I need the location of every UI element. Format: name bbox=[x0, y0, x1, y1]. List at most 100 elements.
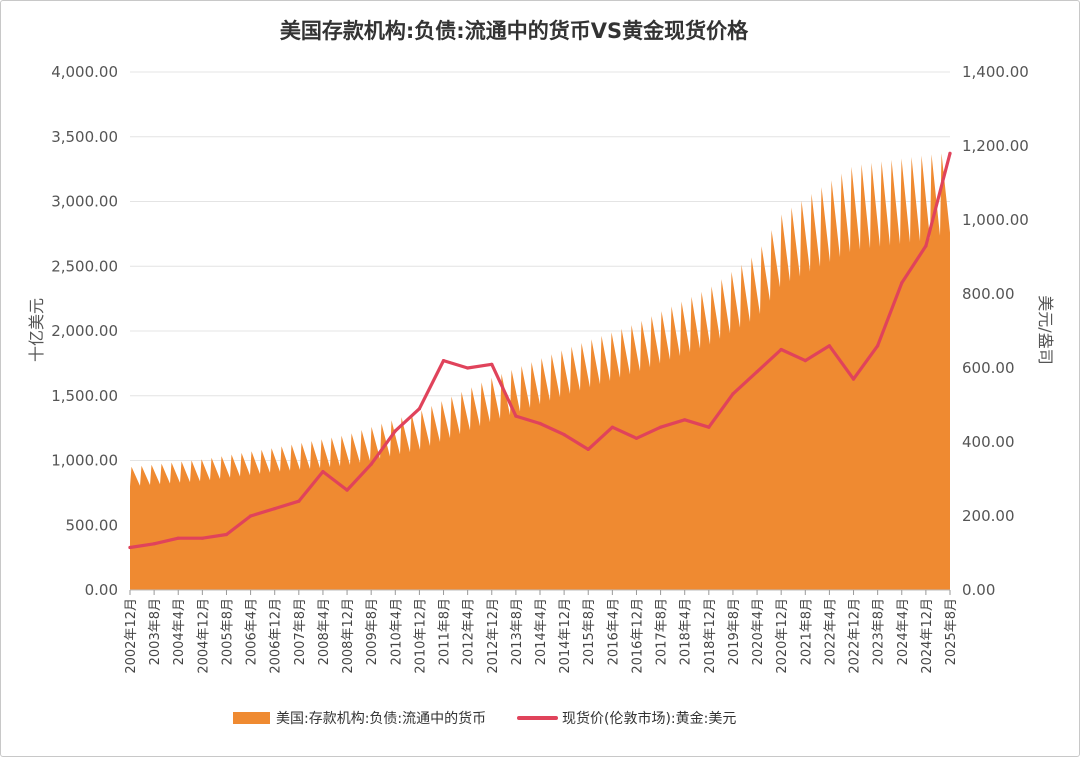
legend-area-swatch bbox=[233, 712, 270, 724]
gold-price-point bbox=[152, 542, 156, 546]
x-tick-label: 2020年4月 bbox=[751, 598, 766, 665]
gold-price-point bbox=[441, 359, 446, 363]
gold-price-point bbox=[562, 433, 566, 437]
gold-price-point bbox=[224, 532, 229, 537]
gold-price-point bbox=[924, 244, 928, 248]
x-tick-label: 2011年8月 bbox=[438, 598, 453, 665]
gold-price-point bbox=[297, 499, 301, 503]
gold-price-point bbox=[610, 425, 614, 429]
gold-price-point bbox=[345, 488, 349, 492]
gold-price-point bbox=[731, 392, 735, 396]
gold-price-point bbox=[803, 359, 807, 363]
gold-price-point bbox=[273, 507, 277, 511]
gold-price-point bbox=[176, 536, 180, 540]
x-tick-label: 2012年4月 bbox=[462, 598, 477, 665]
x-tick-label: 2004年4月 bbox=[172, 598, 187, 665]
x-tick-label: 2008年4月 bbox=[317, 598, 332, 665]
right-tick-label: 1,200.00 bbox=[962, 137, 1029, 155]
x-axis-ticks: 2002年12月 2003年8月 2004年4月 2004年12月 2005年8月 200… bbox=[124, 590, 959, 674]
left-axis-label: 十亿美元 bbox=[27, 298, 46, 362]
gold-price-point bbox=[755, 370, 759, 374]
left-axis-ticks: 0.00 500.00 1,000.00 1,500.00 2,000.00 2,500.… bbox=[51, 63, 118, 599]
gold-line-layer bbox=[128, 151, 952, 550]
currency-area-layer bbox=[130, 153, 950, 590]
gold-price-point bbox=[683, 418, 687, 422]
left-tick-label: 3,000.00 bbox=[51, 193, 118, 211]
gold-price-point bbox=[200, 536, 204, 540]
currency-area bbox=[130, 153, 950, 590]
x-tick-label: 2009年8月 bbox=[365, 598, 380, 665]
x-tick-label: 2012年12月 bbox=[486, 598, 501, 674]
gold-price-point bbox=[634, 436, 639, 440]
x-tick-label: 2017年8月 bbox=[655, 598, 670, 665]
right-axis-ticks: 0.00 200.00 400.00 600.00 800.00 1,000.00 1,20… bbox=[962, 63, 1029, 599]
gold-price-point bbox=[779, 347, 783, 352]
gold-price-point bbox=[851, 377, 856, 381]
gold-price-point bbox=[586, 447, 590, 451]
x-tick-label: 2014年12月 bbox=[558, 598, 573, 674]
gold-price-point bbox=[876, 344, 880, 348]
x-tick-label: 2005年8月 bbox=[220, 598, 235, 665]
x-tick-label: 2010年12月 bbox=[413, 598, 428, 674]
left-tick-label: 1,000.00 bbox=[51, 452, 118, 470]
gold-price-point bbox=[658, 425, 663, 429]
right-tick-label: 1,400.00 bbox=[962, 63, 1029, 81]
left-tick-label: 2,000.00 bbox=[51, 322, 118, 340]
gold-price-point bbox=[514, 414, 518, 418]
legend-line-label: 现货价(伦敦市场):黄金:美元 bbox=[562, 710, 736, 727]
x-tick-label: 2025年8月 bbox=[944, 598, 959, 665]
left-tick-label: 3,500.00 bbox=[51, 128, 118, 146]
right-tick-label: 800.00 bbox=[962, 285, 1015, 303]
gold-price-point bbox=[393, 429, 397, 433]
left-tick-label: 2,500.00 bbox=[51, 257, 118, 275]
legend-area-label: 美国:存款机构:负债:流通中的货币 bbox=[276, 710, 486, 727]
x-tick-label: 2020年12月 bbox=[775, 598, 790, 674]
left-tick-label: 4,000.00 bbox=[51, 63, 118, 81]
gold-price-point bbox=[538, 421, 542, 426]
x-tick-label: 2014年4月 bbox=[534, 598, 549, 665]
x-tick-label: 2013年8月 bbox=[510, 598, 525, 665]
x-tick-label: 2024年12月 bbox=[920, 598, 935, 674]
x-tick-label: 2016年4月 bbox=[606, 598, 621, 665]
gold-price-point bbox=[466, 366, 470, 370]
x-tick-label: 2019年8月 bbox=[727, 598, 742, 665]
right-axis-label: 美元/盎司 bbox=[1036, 295, 1055, 364]
gold-price-point bbox=[248, 514, 253, 518]
x-tick-label: 2006年4月 bbox=[245, 598, 260, 665]
right-tick-label: 400.00 bbox=[962, 433, 1015, 451]
x-tick-label: 2024年4月 bbox=[896, 598, 911, 665]
x-tick-label: 2022年12月 bbox=[848, 598, 863, 674]
gold-price-point bbox=[321, 470, 325, 474]
x-tick-label: 2002年12月 bbox=[124, 598, 139, 674]
x-tick-label: 2006年12月 bbox=[269, 598, 284, 674]
x-tick-label: 2004年12月 bbox=[196, 598, 211, 674]
x-tick-label: 2015年8月 bbox=[582, 598, 597, 665]
right-tick-label: 0.00 bbox=[962, 581, 995, 599]
gold-price-point bbox=[707, 425, 711, 429]
gold-price-point bbox=[948, 151, 952, 155]
chart-title: 美国存款机构:负债:流通中的货币VS黄金现货价格 bbox=[280, 19, 749, 43]
gold-price-point bbox=[827, 344, 832, 348]
gold-price-point bbox=[490, 362, 494, 366]
x-tick-label: 2018年12月 bbox=[703, 598, 718, 674]
right-tick-label: 600.00 bbox=[962, 359, 1015, 377]
x-tick-label: 2016年12月 bbox=[630, 598, 645, 674]
gold-price-point bbox=[369, 462, 373, 466]
left-tick-label: 500.00 bbox=[66, 516, 119, 534]
left-tick-label: 0.00 bbox=[85, 581, 118, 599]
x-tick-label: 2023年8月 bbox=[872, 598, 887, 665]
legend: 美国:存款机构:负债:流通中的货币 现货价(伦敦市场):黄金:美元 bbox=[233, 710, 736, 727]
left-tick-label: 1,500.00 bbox=[51, 387, 118, 405]
gold-price-point bbox=[417, 407, 422, 411]
gold-price-point bbox=[900, 281, 904, 285]
x-tick-label: 2007年8月 bbox=[293, 598, 308, 665]
x-tick-label: 2021年8月 bbox=[799, 598, 814, 665]
x-tick-label: 2008年12月 bbox=[341, 598, 356, 674]
gold-price-point bbox=[128, 545, 132, 550]
right-tick-label: 200.00 bbox=[962, 507, 1015, 525]
right-tick-label: 1,000.00 bbox=[962, 211, 1029, 229]
x-tick-label: 2022年4月 bbox=[823, 598, 838, 665]
x-tick-label: 2010年4月 bbox=[389, 598, 404, 665]
x-tick-label: 2003年8月 bbox=[148, 598, 163, 665]
